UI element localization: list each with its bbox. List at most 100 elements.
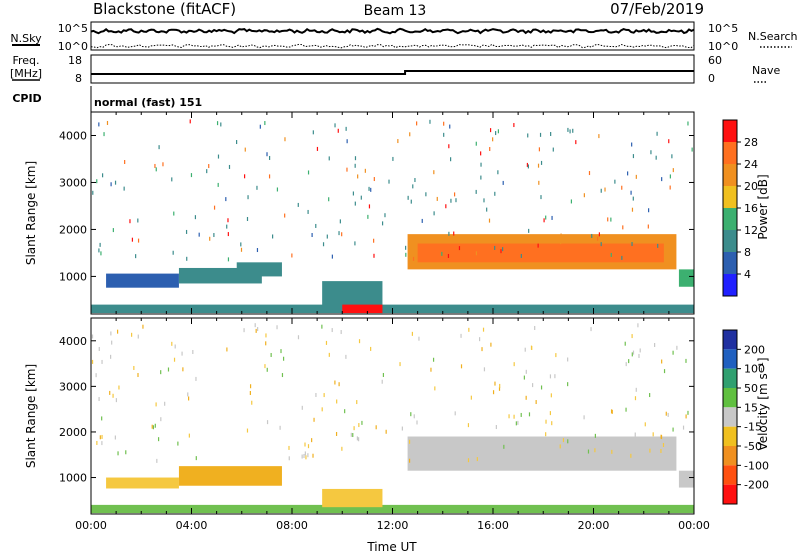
scatter-speck [570,199,573,204]
scatter-speck [375,425,377,430]
scatter-speck [523,375,525,380]
scatter-speck [154,163,156,168]
scatter-speck [517,420,519,425]
x-tick-label: 04:00 [176,519,208,532]
scatter-speck [603,452,605,457]
colorbar-segment [723,142,737,164]
scatter-speck [460,333,462,338]
scatter-speck [631,207,634,212]
x-tick-label: 08:00 [276,519,308,532]
freq-trace [91,70,694,75]
scatter-speck [550,393,552,398]
scatter-speck [181,351,183,356]
colorbar-frame [722,329,738,505]
scatter-speck [322,242,325,247]
scatter-speck [635,174,637,179]
scatter-speck [124,160,126,165]
colorbar-segment [723,208,737,230]
scatter-speck [356,436,359,441]
scatter-speck [354,241,356,246]
scatter-speck [125,450,127,455]
scatter-speck [357,174,359,179]
scatter-speck [155,167,157,172]
scatter-speck [173,211,175,216]
scatter-speck [288,456,290,461]
colorbar-segment [723,330,737,350]
scatter-speck [470,395,472,400]
data-region-4 [236,262,282,277]
y-tick-label: 1000 [59,472,87,485]
scatter-speck [315,392,317,397]
scatter-speck [101,173,104,178]
scatter-speck [312,453,314,458]
scatter-speck [160,370,162,375]
scatter-speck [304,451,306,456]
scatter-speck [328,156,330,161]
scatter-speck [539,132,542,137]
colorbar-tick-label: 24 [744,158,758,171]
scatter-speck [494,381,496,386]
scatter-speck [468,327,470,332]
scatter-speck [644,422,646,427]
scatter-speck [535,400,537,405]
scatter-speck [162,162,164,167]
power-y-axis: 1000 2000 3000 4000 [59,112,695,314]
scatter-speck [467,423,470,428]
colorbar-segment [723,407,737,427]
scatter-speck [441,251,443,256]
scatter-speck [323,393,325,398]
scatter-speck [430,367,432,372]
scatter-speck [226,224,228,229]
scatter-speck [354,201,356,206]
scatter-speck [604,187,606,192]
y-tick-label: 4000 [59,129,87,142]
scatter-speck [434,386,436,391]
scatter-speck [131,237,134,242]
velocity-colorbar-label: Velocity [m s⁻¹] [756,357,770,450]
scatter-speck [194,215,197,220]
scatter-speck [247,195,249,200]
scatter-speck [567,357,569,362]
scatter-speck [360,195,362,200]
scatter-speck [672,427,674,432]
scatter-speck [575,140,577,145]
scatter-speck [481,347,483,352]
scatter-speck [551,215,553,220]
scatter-speck [236,140,238,145]
nsky-trace [90,27,695,35]
scatter-speck [545,419,547,424]
scatter-speck [503,444,505,449]
scatter-speck [246,216,249,221]
nsearch-bottom-tick: 10^0 [708,40,738,53]
scatter-speck [598,232,600,237]
scatter-speck [337,128,339,133]
scatter-speck [526,162,528,167]
data-region-3 [178,466,282,486]
scatter-speck [142,324,144,329]
scatter-speck [95,373,97,378]
scatter-speck [335,431,338,436]
scatter-speck [228,164,231,169]
scatter-speck [552,147,554,152]
scatter-speck [652,432,654,437]
scatter-speck [499,383,501,388]
scatter-speck [661,177,663,182]
scatter-speck [554,374,556,379]
freq-top-tick: 18 [68,54,82,67]
scatter-speck [632,154,635,159]
scatter-speck [560,233,562,238]
scatter-speck [672,350,674,355]
scatter-speck [364,168,366,173]
scatter-speck [154,423,156,428]
scatter-speck [513,414,515,419]
scatter-speck [665,411,667,416]
scatter-speck [525,369,527,374]
cpid-label: CPID [12,92,41,105]
scatter-speck [96,440,98,445]
x-tick-label: 00:00 [75,519,107,532]
scatter-speck [249,384,252,389]
scatter-speck [99,242,101,247]
scatter-speck [340,330,342,335]
scatter-speck [555,353,557,358]
scatter-speck [421,218,423,223]
